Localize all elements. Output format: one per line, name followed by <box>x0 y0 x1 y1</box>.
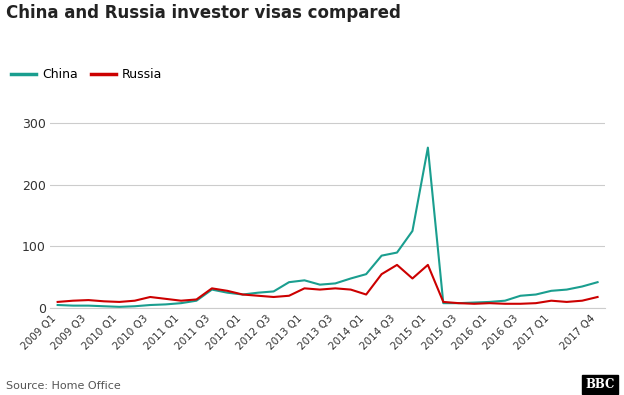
Russia <box>131 298 139 303</box>
Russia <box>316 287 324 292</box>
Russia <box>347 287 354 292</box>
Russia <box>563 299 570 304</box>
China <box>255 290 262 295</box>
Russia <box>100 299 108 304</box>
Russia <box>547 298 555 303</box>
Text: Source: Home Office: Source: Home Office <box>6 381 121 391</box>
Russia <box>517 301 524 306</box>
Line: Russia: Russia <box>57 265 598 304</box>
Russia <box>239 292 246 297</box>
China <box>193 298 200 303</box>
China <box>331 281 339 286</box>
Russia <box>331 286 339 291</box>
China <box>594 280 602 284</box>
Russia <box>255 293 262 298</box>
China <box>100 304 108 308</box>
Russia <box>532 301 540 306</box>
China <box>378 253 386 258</box>
China <box>316 282 324 287</box>
China <box>501 298 509 303</box>
Russia <box>54 299 61 304</box>
Russia <box>208 286 216 291</box>
Text: China and Russia investor visas compared: China and Russia investor visas compared <box>6 4 401 22</box>
Russia <box>223 288 231 293</box>
Russia <box>501 301 509 306</box>
China <box>563 287 570 292</box>
China <box>409 229 416 233</box>
Text: BBC: BBC <box>585 378 615 391</box>
China <box>486 299 494 304</box>
China <box>223 290 231 295</box>
Line: China: China <box>57 148 598 307</box>
Russia <box>378 272 386 276</box>
Russia <box>270 295 277 299</box>
China <box>393 250 401 255</box>
China <box>347 276 354 281</box>
Russia <box>193 297 200 302</box>
Russia <box>147 295 154 299</box>
China <box>470 300 478 305</box>
China <box>54 303 61 307</box>
Russia <box>470 301 478 306</box>
China <box>532 292 540 297</box>
China <box>131 304 139 308</box>
Russia <box>486 301 494 306</box>
China <box>363 272 370 276</box>
Russia <box>409 276 416 281</box>
Russia <box>115 299 123 304</box>
Legend: China, Russia: China, Russia <box>6 63 167 86</box>
China <box>424 145 432 150</box>
China <box>455 301 462 306</box>
China <box>578 284 586 289</box>
China <box>147 303 154 307</box>
China <box>239 292 246 297</box>
Russia <box>285 293 293 298</box>
China <box>115 305 123 309</box>
China <box>439 301 447 306</box>
China <box>547 288 555 293</box>
China <box>285 280 293 284</box>
Russia <box>301 286 308 291</box>
Russia <box>363 292 370 297</box>
Russia <box>69 298 77 303</box>
Russia <box>85 298 92 303</box>
China <box>301 278 308 283</box>
Russia <box>393 263 401 267</box>
Russia <box>455 301 462 306</box>
China <box>177 301 185 306</box>
China <box>162 302 169 307</box>
Russia <box>578 298 586 303</box>
Russia <box>177 298 185 303</box>
China <box>85 303 92 308</box>
China <box>69 303 77 308</box>
Russia <box>594 295 602 299</box>
Russia <box>424 263 432 267</box>
China <box>517 293 524 298</box>
Russia <box>439 299 447 304</box>
Russia <box>162 297 169 301</box>
China <box>270 289 277 294</box>
China <box>208 287 216 292</box>
